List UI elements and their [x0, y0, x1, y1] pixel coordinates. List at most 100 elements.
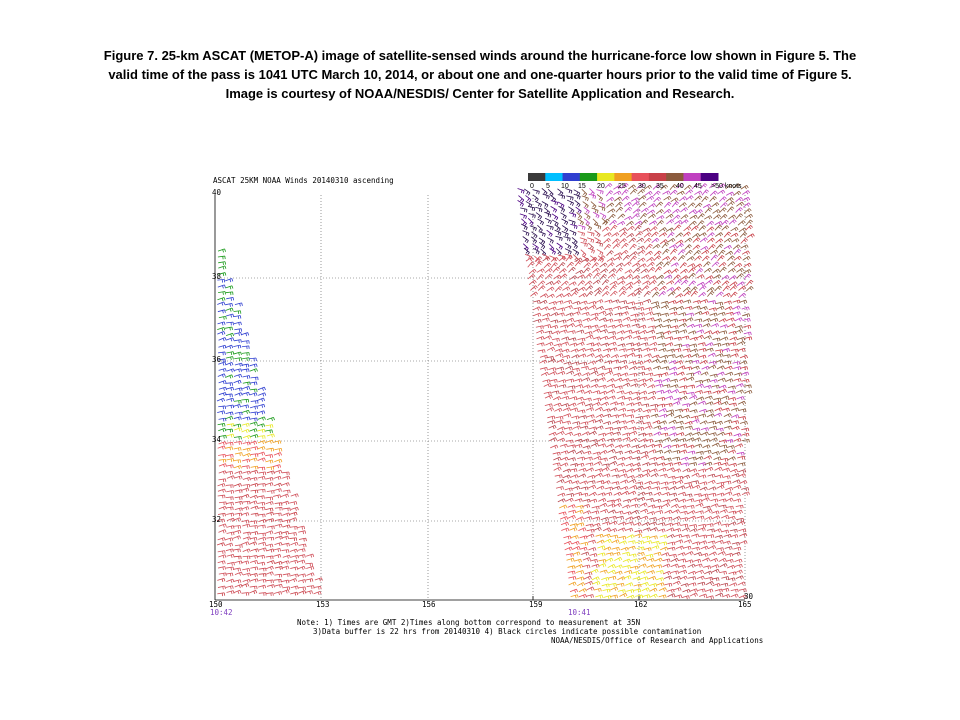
wind-barb [298, 543, 307, 548]
wind-barb [543, 391, 552, 396]
wind-barb [741, 432, 750, 437]
wind-barb [218, 405, 226, 410]
wind-barb [218, 351, 226, 356]
wind-barb [233, 567, 241, 572]
wind-barb [734, 325, 743, 330]
wind-barb [658, 408, 667, 413]
wind-barb [639, 502, 648, 507]
wind-barb [668, 244, 677, 249]
wind-barb [741, 491, 750, 496]
wind-barb [273, 452, 282, 457]
wind-barb [659, 426, 668, 431]
wind-barb [573, 432, 582, 437]
wind-barb [592, 522, 601, 528]
wind-barb [642, 469, 651, 474]
wind-barb [557, 426, 566, 431]
wind-barb [619, 231, 628, 238]
wind-barb [625, 516, 634, 521]
wind-barb [611, 539, 620, 544]
wind-barb [657, 342, 666, 347]
wind-barb [675, 293, 684, 298]
wind-barb [242, 470, 251, 475]
wind-barb [234, 470, 243, 475]
wind-barb [711, 330, 720, 335]
wind-barb [693, 370, 702, 375]
wind-barb [537, 285, 546, 291]
wind-barb [621, 195, 630, 202]
wind-barb [653, 196, 662, 203]
wind-barb [713, 397, 722, 402]
wind-barb [569, 342, 578, 347]
wind-barb [733, 366, 742, 371]
wind-barb [217, 560, 226, 565]
wind-barb [708, 300, 716, 305]
wind-barb [680, 219, 689, 225]
wind-barb [675, 299, 684, 304]
wind-barb [568, 402, 577, 407]
wind-barb [688, 280, 697, 287]
wind-barb [728, 214, 737, 220]
wind-barb [568, 281, 577, 286]
wind-barb [232, 404, 241, 409]
wind-barb [727, 577, 736, 582]
wind-barb [691, 365, 700, 370]
wind-barb [649, 226, 658, 232]
wind-barb [569, 468, 578, 473]
wind-barb [695, 334, 704, 340]
wind-barb [225, 415, 234, 421]
wind-barb [587, 360, 596, 365]
wind-barb [585, 523, 594, 528]
wind-barb [683, 545, 692, 550]
wind-barb [265, 477, 274, 481]
wind-barb [687, 202, 696, 208]
wind-barb [548, 371, 558, 376]
wind-barb [560, 341, 570, 346]
wind-barb [730, 291, 738, 298]
wind-barb [646, 317, 655, 322]
wind-barb [572, 425, 582, 430]
wind-barb [544, 403, 553, 408]
wind-barb [635, 420, 644, 425]
wind-barb [609, 594, 618, 599]
wind-barb [650, 403, 659, 408]
wind-barb [613, 256, 622, 261]
legend-label-15: 15 [578, 183, 586, 190]
wind-barb [728, 462, 737, 467]
wind-barb [619, 290, 627, 297]
wind-barb [569, 275, 578, 281]
wind-barb [528, 213, 536, 219]
wind-barb [611, 420, 621, 425]
wind-barb [233, 344, 242, 349]
wind-barb [528, 268, 537, 275]
wind-barb [744, 389, 753, 395]
wind-barb [642, 280, 651, 285]
wind-barb [723, 360, 732, 365]
wind-barb [571, 354, 580, 359]
wind-barb [242, 375, 251, 379]
wind-barb [708, 551, 717, 556]
wind-barb [638, 263, 647, 268]
wind-barb [588, 547, 597, 552]
wind-barb [712, 390, 721, 395]
wind-barb [610, 224, 618, 231]
wind-barb [634, 533, 643, 538]
wind-barb [567, 199, 574, 206]
wind-barb [732, 299, 741, 304]
wind-barb [681, 527, 690, 532]
wind-barb [568, 212, 577, 218]
wind-barb [590, 568, 599, 574]
wind-barb [638, 570, 647, 575]
wind-barb [563, 361, 572, 366]
wind-barb [265, 482, 274, 487]
wind-barb [249, 405, 259, 410]
wind-barb [550, 206, 557, 213]
wind-barb [217, 566, 226, 571]
wind-barb [576, 576, 585, 581]
wind-barb [721, 342, 730, 347]
wind-barb [618, 521, 627, 526]
wind-barb [549, 437, 558, 442]
wind-barb [613, 503, 622, 508]
wind-barb [645, 438, 654, 443]
wind-barb [592, 211, 600, 219]
wind-barb [638, 563, 647, 568]
